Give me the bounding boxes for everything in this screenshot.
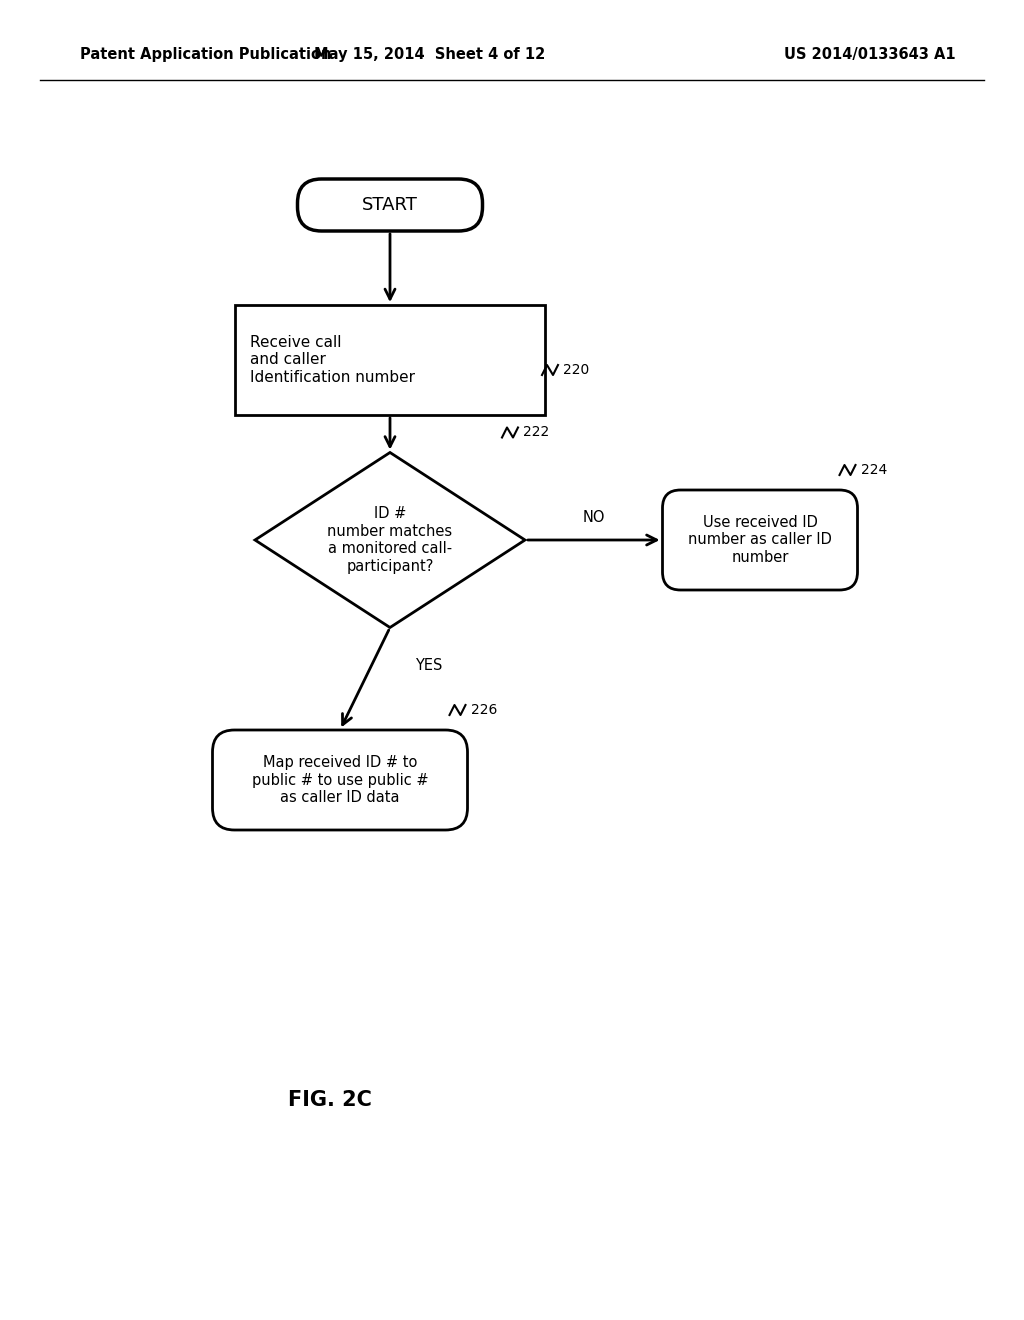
Polygon shape [255, 453, 525, 627]
Text: 226: 226 [470, 704, 497, 717]
FancyBboxPatch shape [213, 730, 468, 830]
Text: START: START [362, 195, 418, 214]
Text: ID #
number matches
a monitored call-
participant?: ID # number matches a monitored call- pa… [328, 507, 453, 574]
Text: 222: 222 [523, 425, 549, 440]
Text: Use received ID
number as caller ID
number: Use received ID number as caller ID numb… [688, 515, 831, 565]
Text: 224: 224 [860, 463, 887, 477]
FancyBboxPatch shape [298, 180, 482, 231]
Text: Receive call
and caller
Identification number: Receive call and caller Identification n… [250, 335, 415, 385]
FancyBboxPatch shape [663, 490, 857, 590]
Text: Patent Application Publication: Patent Application Publication [80, 48, 332, 62]
Text: FIG. 2C: FIG. 2C [288, 1090, 372, 1110]
Bar [234, 305, 545, 414]
Text: NO: NO [583, 510, 605, 525]
Text: Map received ID # to
public # to use public #
as caller ID data: Map received ID # to public # to use pub… [252, 755, 428, 805]
Text: May 15, 2014  Sheet 4 of 12: May 15, 2014 Sheet 4 of 12 [314, 48, 546, 62]
Text: 220: 220 [563, 363, 589, 378]
Text: YES: YES [415, 657, 442, 672]
Text: US 2014/0133643 A1: US 2014/0133643 A1 [784, 48, 955, 62]
